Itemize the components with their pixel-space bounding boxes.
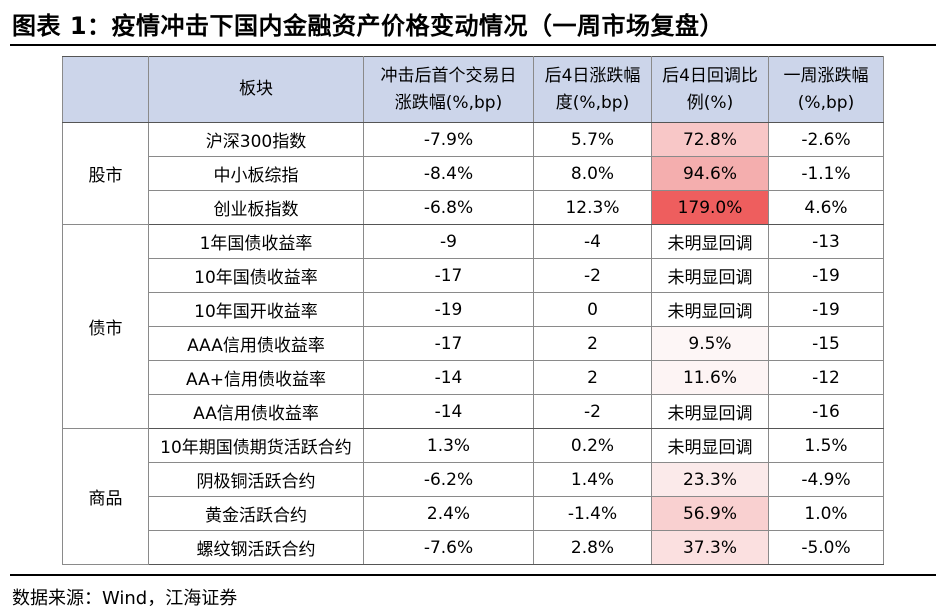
next4-change-cell: -4 <box>533 224 652 259</box>
table-row: 商品 10年期国债期货活跃合约 1.3% 0.2% 未明显回调 1.5% <box>62 428 884 565</box>
header-week: 一周涨跌幅(%,bp) <box>768 56 884 123</box>
table-row: 10年国债收益率 -17 -2 未明显回调 -19 <box>63 258 884 293</box>
first-day-change-cell: -6.2% <box>363 462 534 497</box>
header-next4: 后4日涨跌幅度(%,bp) <box>533 56 652 123</box>
board-name-cell: 创业板指数 <box>148 190 364 225</box>
first-day-change-cell: -14 <box>363 394 534 429</box>
header-sector <box>62 56 149 123</box>
table-container: 板块 冲击后首个交易日涨跌幅(%,bp) 后4日涨跌幅度(%,bp) 后4日回调… <box>62 56 884 565</box>
rebound-ratio-cell: 未明显回调 <box>651 258 769 293</box>
board-name-cell: 1年国债收益率 <box>148 224 364 259</box>
next4-change-cell: 2.8% <box>533 530 652 565</box>
board-name-cell: 螺纹钢活跃合约 <box>148 530 364 565</box>
first-day-change-cell: -7.6% <box>363 530 534 565</box>
table-row: 阴极铜活跃合约 -6.2% 1.4% 23.3% -4.9% <box>63 462 884 497</box>
next4-change-cell: -2 <box>533 258 652 293</box>
next4-change-cell: -2 <box>533 394 652 429</box>
first-day-change-cell: -8.4% <box>363 156 534 191</box>
table-header-row: 板块 冲击后首个交易日涨跌幅(%,bp) 后4日涨跌幅度(%,bp) 后4日回调… <box>62 56 884 123</box>
source-note: 数据来源：Wind，江海证券 <box>12 588 238 609</box>
next4-change-cell: 2 <box>533 360 652 395</box>
table-row: 股市 沪深300指数 -7.9% 5.7% 72.8% -2.6% <box>62 122 884 225</box>
week-change-cell: -19 <box>768 292 884 327</box>
table-row: 黄金活跃合约 2.4% -1.4% 56.9% 1.0% <box>63 496 884 531</box>
week-change-cell: 1.5% <box>768 428 884 463</box>
next4-change-cell: 1.4% <box>533 462 652 497</box>
first-day-change-cell: -19 <box>363 292 534 327</box>
week-change-cell: -1.1% <box>768 156 884 191</box>
first-day-change-cell: 1.3% <box>363 428 534 463</box>
first-day-change-cell: -17 <box>363 258 534 293</box>
table-row: AA信用债收益率 -14 -2 未明显回调 -16 <box>63 394 884 429</box>
first-day-change-cell: -9 <box>363 224 534 259</box>
board-name-cell: 沪深300指数 <box>148 122 364 157</box>
table-row: 10年国开收益率 -19 0 未明显回调 -19 <box>63 292 884 327</box>
first-day-change-cell: -7.9% <box>363 122 534 157</box>
board-name-cell: AAA信用债收益率 <box>148 326 364 361</box>
header-first-day: 冲击后首个交易日涨跌幅(%,bp) <box>363 56 534 123</box>
rebound-ratio-cell: 11.6% <box>651 360 769 395</box>
week-change-cell: -4.9% <box>768 462 884 497</box>
first-day-change-cell: 2.4% <box>363 496 534 531</box>
board-name-cell: 黄金活跃合约 <box>148 496 364 531</box>
table-row: 中小板综指 -8.4% 8.0% 94.6% -1.1% <box>63 156 884 191</box>
rebound-ratio-cell: 9.5% <box>651 326 769 361</box>
week-change-cell: -16 <box>768 394 884 429</box>
rebound-ratio-cell: 37.3% <box>651 530 769 565</box>
sector-cell: 股市 <box>62 122 149 225</box>
footer-divider <box>10 574 936 576</box>
rebound-ratio-cell: 23.3% <box>651 462 769 497</box>
board-name-cell: AA信用债收益率 <box>148 394 364 429</box>
board-name-cell: 阴极铜活跃合约 <box>148 462 364 497</box>
next4-change-cell: 0 <box>533 292 652 327</box>
sector-cell: 债市 <box>62 224 149 429</box>
week-change-cell: 1.0% <box>768 496 884 531</box>
rebound-ratio-cell: 72.8% <box>651 122 769 157</box>
week-change-cell: -15 <box>768 326 884 361</box>
next4-change-cell: 5.7% <box>533 122 652 157</box>
next4-change-cell: 0.2% <box>533 428 652 463</box>
rebound-ratio-cell: 未明显回调 <box>651 224 769 259</box>
week-change-cell: -19 <box>768 258 884 293</box>
first-day-change-cell: -6.8% <box>363 190 534 225</box>
week-change-cell: 4.6% <box>768 190 884 225</box>
week-change-cell: -12 <box>768 360 884 395</box>
next4-change-cell: 2 <box>533 326 652 361</box>
first-day-change-cell: -17 <box>363 326 534 361</box>
table-body: 股市 沪深300指数 -7.9% 5.7% 72.8% -2.6% 中小板综指 -8.4% 8.… <box>62 122 884 565</box>
first-day-change-cell: -14 <box>363 360 534 395</box>
header-board: 板块 <box>148 56 364 123</box>
table-row: 螺纹钢活跃合约 -7.6% 2.8% 37.3% -5.0% <box>63 530 884 565</box>
table-row: 创业板指数 -6.8% 12.3% 179.0% 4.6% <box>63 190 884 225</box>
sector-cell: 商品 <box>62 428 149 565</box>
board-name-cell: 10年期国债期货活跃合约 <box>148 428 364 463</box>
week-change-cell: -5.0% <box>768 530 884 565</box>
rebound-ratio-cell: 未明显回调 <box>651 292 769 327</box>
title-divider <box>10 44 936 46</box>
rebound-ratio-cell: 未明显回调 <box>651 428 769 463</box>
week-change-cell: -2.6% <box>768 122 884 157</box>
table-row: AAA信用债收益率 -17 2 9.5% -15 <box>63 326 884 361</box>
table-row: AA+信用债收益率 -14 2 11.6% -12 <box>63 360 884 395</box>
board-name-cell: 中小板综指 <box>148 156 364 191</box>
week-change-cell: -13 <box>768 224 884 259</box>
board-name-cell: 10年国债收益率 <box>148 258 364 293</box>
header-rebound: 后4日回调比例(%) <box>651 56 769 123</box>
board-name-cell: 10年国开收益率 <box>148 292 364 327</box>
rebound-ratio-cell: 56.9% <box>651 496 769 531</box>
rebound-ratio-cell: 未明显回调 <box>651 394 769 429</box>
next4-change-cell: 8.0% <box>533 156 652 191</box>
rebound-ratio-cell: 94.6% <box>651 156 769 191</box>
table-row: 债市 1年国债收益率 -9 -4 未明显回调 -13 <box>62 224 884 429</box>
board-name-cell: AA+信用债收益率 <box>148 360 364 395</box>
rebound-ratio-cell: 179.0% <box>651 190 769 225</box>
asset-price-table: 板块 冲击后首个交易日涨跌幅(%,bp) 后4日涨跌幅度(%,bp) 后4日回调… <box>62 56 884 565</box>
next4-change-cell: -1.4% <box>533 496 652 531</box>
page-title: 图表 1：疫情冲击下国内金融资产价格变动情况（一周市场复盘） <box>12 12 725 40</box>
next4-change-cell: 12.3% <box>533 190 652 225</box>
